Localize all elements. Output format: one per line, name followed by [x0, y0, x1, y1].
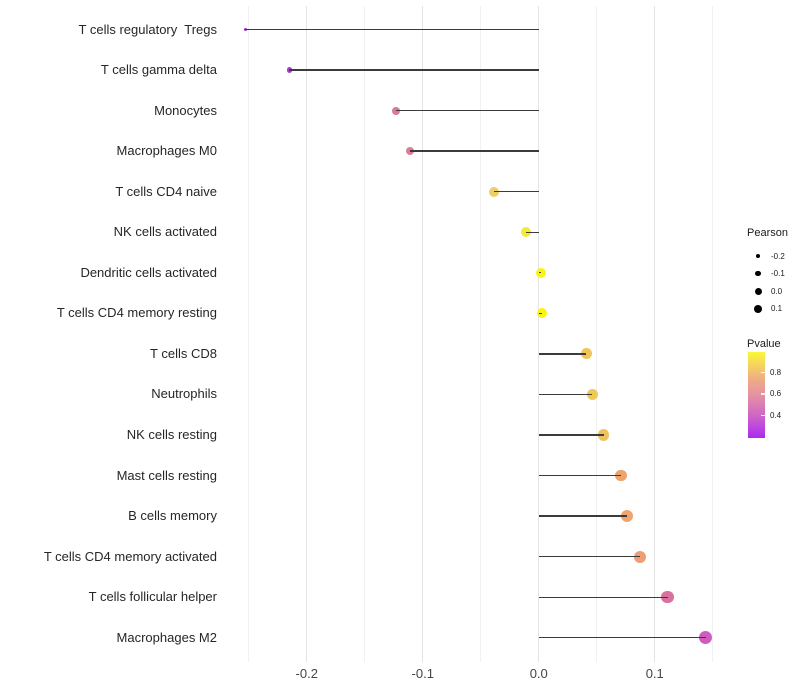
lollipop-dot	[586, 388, 598, 400]
gridline-major	[654, 6, 656, 662]
y-axis-label: NK cells resting	[126, 427, 217, 442]
lollipop-stem	[538, 393, 593, 396]
lollipop-dot	[286, 67, 293, 73]
y-axis-label: Neutrophils	[151, 386, 217, 402]
legend-size-label: 0.1	[771, 304, 783, 313]
pvalue-legend-title: Pvalue	[747, 338, 781, 350]
x-axis-tick-label: -0.1	[411, 666, 434, 681]
lollipop-stem	[538, 555, 640, 558]
lollipop-stem	[245, 28, 539, 31]
lollipop-dot	[598, 429, 610, 441]
lollipop-stem	[538, 434, 604, 436]
legend-size-dot	[754, 304, 762, 313]
x-axis-tick-label: 0.0	[529, 666, 548, 681]
legend-size-dot	[754, 287, 762, 295]
legend-size-dot	[755, 253, 761, 259]
lollipop-dot	[620, 510, 633, 523]
y-axis-label: Dendritic cells activated	[80, 264, 217, 280]
x-axis-tick-label: 0.1	[645, 666, 664, 681]
lollipop-stem	[538, 353, 587, 355]
y-axis-label: T cells CD4 memory resting	[56, 305, 217, 321]
lollipop-stem	[526, 231, 539, 233]
lollipop-dot	[699, 631, 713, 645]
lollipop-stem	[538, 637, 706, 639]
y-axis-label: Macrophages M2	[116, 629, 217, 645]
y-axis-label: T cells CD8	[150, 345, 217, 361]
gridline-minor	[480, 6, 482, 662]
legend-size-label: 0.0	[771, 286, 783, 296]
y-axis-label: Monocytes	[154, 102, 217, 118]
pvalue-tick-label: 0.8	[770, 367, 782, 377]
pearson-legend-title: Pearson	[747, 227, 788, 239]
lollipop-stem	[410, 150, 539, 152]
lollipop-dot	[615, 469, 628, 482]
lollipop-dot	[537, 308, 548, 319]
y-axis-label: Mast cells resting	[116, 467, 217, 483]
legend-size-label: -0.2	[771, 251, 785, 261]
lollipop-stem	[538, 515, 627, 517]
lollipop-stem	[538, 312, 543, 315]
lollipop-stem	[289, 69, 539, 71]
y-axis-label: B cells memory	[128, 508, 217, 524]
pvalue-tick-label: 0.4	[770, 410, 782, 420]
pvalue-tick	[761, 393, 765, 395]
gridline-minor	[712, 6, 714, 662]
y-axis-label: NK cells activated	[113, 224, 217, 240]
gridline-minor	[596, 6, 598, 662]
lollipop-stem	[396, 109, 539, 112]
gridline-minor	[364, 6, 366, 662]
gridline-major	[538, 6, 540, 662]
lollipop-dot	[633, 550, 646, 563]
lollipop-dot	[535, 267, 547, 278]
pvalue-gradient-bar	[748, 352, 765, 438]
pvalue-tick	[761, 414, 765, 417]
x-axis-tick-label: -0.2	[295, 666, 318, 681]
pvalue-tick	[761, 371, 765, 374]
gridline-major	[306, 6, 308, 662]
gridline-minor	[248, 6, 250, 662]
lollipop-dot	[661, 590, 674, 604]
y-axis-label: T cells CD4 naive	[115, 183, 217, 199]
lollipop-dot	[391, 106, 401, 115]
legend-size-label: -0.1	[771, 269, 785, 278]
y-axis-label: T cells CD4 memory activated	[43, 548, 217, 564]
lollipop-stem	[538, 272, 542, 274]
lollipop-dot	[580, 348, 592, 360]
lollipop-stem	[538, 474, 622, 477]
y-axis-label: Macrophages M0	[116, 143, 217, 159]
lollipop-stem	[538, 596, 668, 598]
lollipop-stem	[493, 191, 539, 193]
pvalue-tick-label: 0.6	[770, 389, 782, 399]
gridline-major	[422, 6, 424, 662]
y-axis-label: T cells follicular helper	[88, 589, 217, 605]
y-axis-label: T cells regulatory Tregs	[78, 21, 217, 37]
legend-size-dot	[755, 270, 761, 277]
y-axis-label: T cells gamma delta	[100, 62, 217, 78]
